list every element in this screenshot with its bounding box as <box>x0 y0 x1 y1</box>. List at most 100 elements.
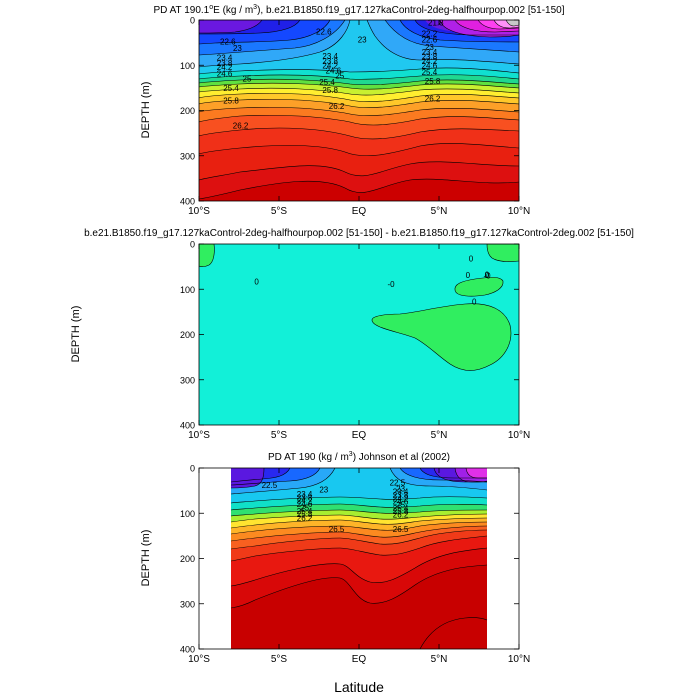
panel-middle-contour-label: 0 <box>485 270 490 279</box>
panel-bottom-y-tick-label: 100 <box>180 509 195 519</box>
panel-top-contour-label: 23.4 <box>217 54 233 63</box>
panel-bottom-contour-label: 24.2 <box>393 494 409 503</box>
panel-top-contour-labels: 22.622.62323.423.824.224.62525.425.826.2… <box>217 18 444 130</box>
panel-bottom-contour-labels: 22.5 2323.423.824.224.62525.425.826.222.5… <box>262 478 409 534</box>
panel-top-contour-label: 25 <box>243 74 252 83</box>
panel-bottom-contour-label: 23.8 <box>393 491 409 500</box>
panel-middle-y-ticks: 0 100 200 300 400 <box>180 240 519 431</box>
panel-top-y-tick-label: 0 <box>190 16 195 26</box>
panel-middle-contour-label: 0 <box>472 297 477 306</box>
panel-middle-contour-label: 0 <box>469 254 474 263</box>
panel-bottom-fill <box>199 468 519 649</box>
panel-top: PD AT 190.1oE (kg / m3), b.e21.B1850.f19… <box>140 4 565 217</box>
panel-bottom-contour-label: 24.2 <box>297 497 313 506</box>
panel-bottom-x-tick-label: 10°N <box>508 654 530 665</box>
panel-bottom-x-tick-label: EQ <box>352 654 367 665</box>
panel-top-x-tick-label: 5°S <box>271 206 288 217</box>
panel-middle-x-tick-label: 10°S <box>188 430 210 441</box>
panel-top-y-ticks: 0 100 200 300 400 <box>180 16 519 207</box>
panel-top-contour-label: 26.2 <box>233 121 249 130</box>
panel-top-contour-label: 23 <box>358 35 367 44</box>
panel-top-x-tick-label: EQ <box>352 206 367 217</box>
panel-middle-x-tick-label: EQ <box>352 430 367 441</box>
panel-top-contour-label: 23.8 <box>422 53 438 62</box>
panel-bottom-contour-label: 26.2 <box>393 511 409 520</box>
panel-bottom-y-tick-label: 0 <box>190 464 195 474</box>
panel-middle-y-tick-label: 0 <box>190 240 195 250</box>
panel-middle-ylabel: DEPTH (m) <box>70 306 82 363</box>
panel-bottom-contour-label: 23 <box>396 484 405 493</box>
panel-top-y-tick-label: 400 <box>180 197 195 207</box>
panel-top-contours <box>199 20 519 200</box>
panel-top-contour-label: 25.8 <box>223 97 239 106</box>
panel-top-contour-label: 23.4 <box>422 48 438 57</box>
panel-bottom-contour-label: 22.5 <box>262 481 278 490</box>
panel-top-x-ticks: 10°S 5°S EQ 5°N 10°N <box>188 20 530 217</box>
panel-top-contour-label: 25.4 <box>223 84 239 93</box>
panel-top-x-tick-label: 5°N <box>431 206 448 217</box>
panel-bottom-y-tick-label: 200 <box>180 554 195 564</box>
panel-top-contour-label: 22.2 <box>422 30 438 39</box>
panel-top-fill <box>199 20 519 201</box>
panel-top-contour-label: 24.2 <box>322 62 338 71</box>
figure-xlabel: Latitude <box>334 679 384 695</box>
panel-bottom-contour-label: 25.8 <box>297 510 313 519</box>
panel-middle-x-ticks: 10°S 5°S EQ 5°N 10°N <box>188 244 530 441</box>
panel-top-contour-label: 22.6 <box>316 27 332 36</box>
panel-bottom-y-tick-label: 400 <box>180 645 195 655</box>
panel-bottom-contour-label: 25 <box>396 501 405 510</box>
panel-bottom-contour-label: 23.4 <box>393 488 409 497</box>
panel-top-contour-label: 23.4 <box>322 52 338 61</box>
panel-top-contour-label: 24.6 <box>217 69 233 78</box>
panel-bottom-contour-label: 24.6 <box>297 500 313 509</box>
panel-bottom-contour-label: 25.4 <box>297 507 313 516</box>
panel-top-title: PD AT 190.1oE (kg / m3), b.e21.B1850.f19… <box>153 4 564 16</box>
panel-bottom-contour-label: 26.2 <box>297 514 313 523</box>
panel-middle-contour-label: 0 <box>485 271 490 280</box>
panel-bottom-contour-label: 23.8 <box>297 493 313 502</box>
panel-bottom-contour-label: 25 <box>300 503 309 512</box>
panel-middle: b.e21.B1850.f19_g17.127kaControl-2deg-ha… <box>70 228 634 441</box>
panel-top-contour-label: 26.2 <box>425 94 441 103</box>
panel-bottom-contours <box>230 468 488 649</box>
panel-top-contour-label: 24.2 <box>422 57 438 66</box>
panel-bottom-ylabel: DEPTH (m) <box>140 530 152 587</box>
panel-top-ylabel: DEPTH (m) <box>140 82 152 139</box>
panel-bottom-x-tick-label: 5°S <box>271 654 288 665</box>
panel-top-contour-label: 23.8 <box>217 59 233 68</box>
panel-middle-y-tick-label: 400 <box>180 421 195 431</box>
panel-bottom-x-ticks: 10°S 5°S EQ 5°N 10°N <box>188 468 530 665</box>
panel-top-contour-label: 25 <box>335 72 344 81</box>
panel-top-contour-label: 25.8 <box>425 77 441 86</box>
panel-top-contour-label: 22.6 <box>220 37 236 46</box>
panel-bottom-contour-label: 23 <box>319 485 328 494</box>
panel-top-contour-label: 24.2 <box>217 63 233 72</box>
panel-bottom-y-tick-label: 300 <box>180 599 195 609</box>
panel-middle-contour-label: -0 <box>483 272 491 281</box>
panel-top-contour-label: 23.8 <box>322 57 338 66</box>
panel-top-contour-label: 22.6 <box>422 35 438 44</box>
panel-bottom-contour-label: 26.5 <box>393 525 409 534</box>
panel-bottom-contour-label: 24.6 <box>393 497 409 506</box>
panel-bottom-contour-label: 26.5 <box>329 525 345 534</box>
panel-bottom-x-tick-label: 5°N <box>431 654 448 665</box>
panel-middle-y-tick-label: 100 <box>180 285 195 295</box>
panel-top-contour-label: 23 <box>233 44 242 53</box>
panel-middle-contour-label: 0 <box>254 278 259 287</box>
panel-middle-title: b.e21.B1850.f19_g17.127kaControl-2deg-ha… <box>84 228 634 239</box>
panel-bottom-contour-label: 25.8 <box>393 507 409 516</box>
panel-top-contour-label: 21.8 <box>428 18 444 27</box>
panel-middle-x-tick-label: 5°S <box>271 430 288 441</box>
panel-top-contour-label: 25.4 <box>319 78 335 87</box>
panel-top-contour-label: 24.6 <box>326 67 342 76</box>
panel-top-contour-label: 25.4 <box>422 68 438 77</box>
panel-top-y-tick-label: 200 <box>180 106 195 116</box>
panel-middle-y-tick-label: 200 <box>180 330 195 340</box>
panel-top-contour-label: 25.8 <box>322 86 338 95</box>
panel-middle-x-tick-label: 10°N <box>508 430 530 441</box>
panel-bottom-contour-label: 23.4 <box>297 490 313 499</box>
panel-top-y-tick-label: 300 <box>180 151 195 161</box>
panel-bottom-contour-label: 22.5 <box>390 478 406 487</box>
panel-middle-fill <box>199 244 519 425</box>
